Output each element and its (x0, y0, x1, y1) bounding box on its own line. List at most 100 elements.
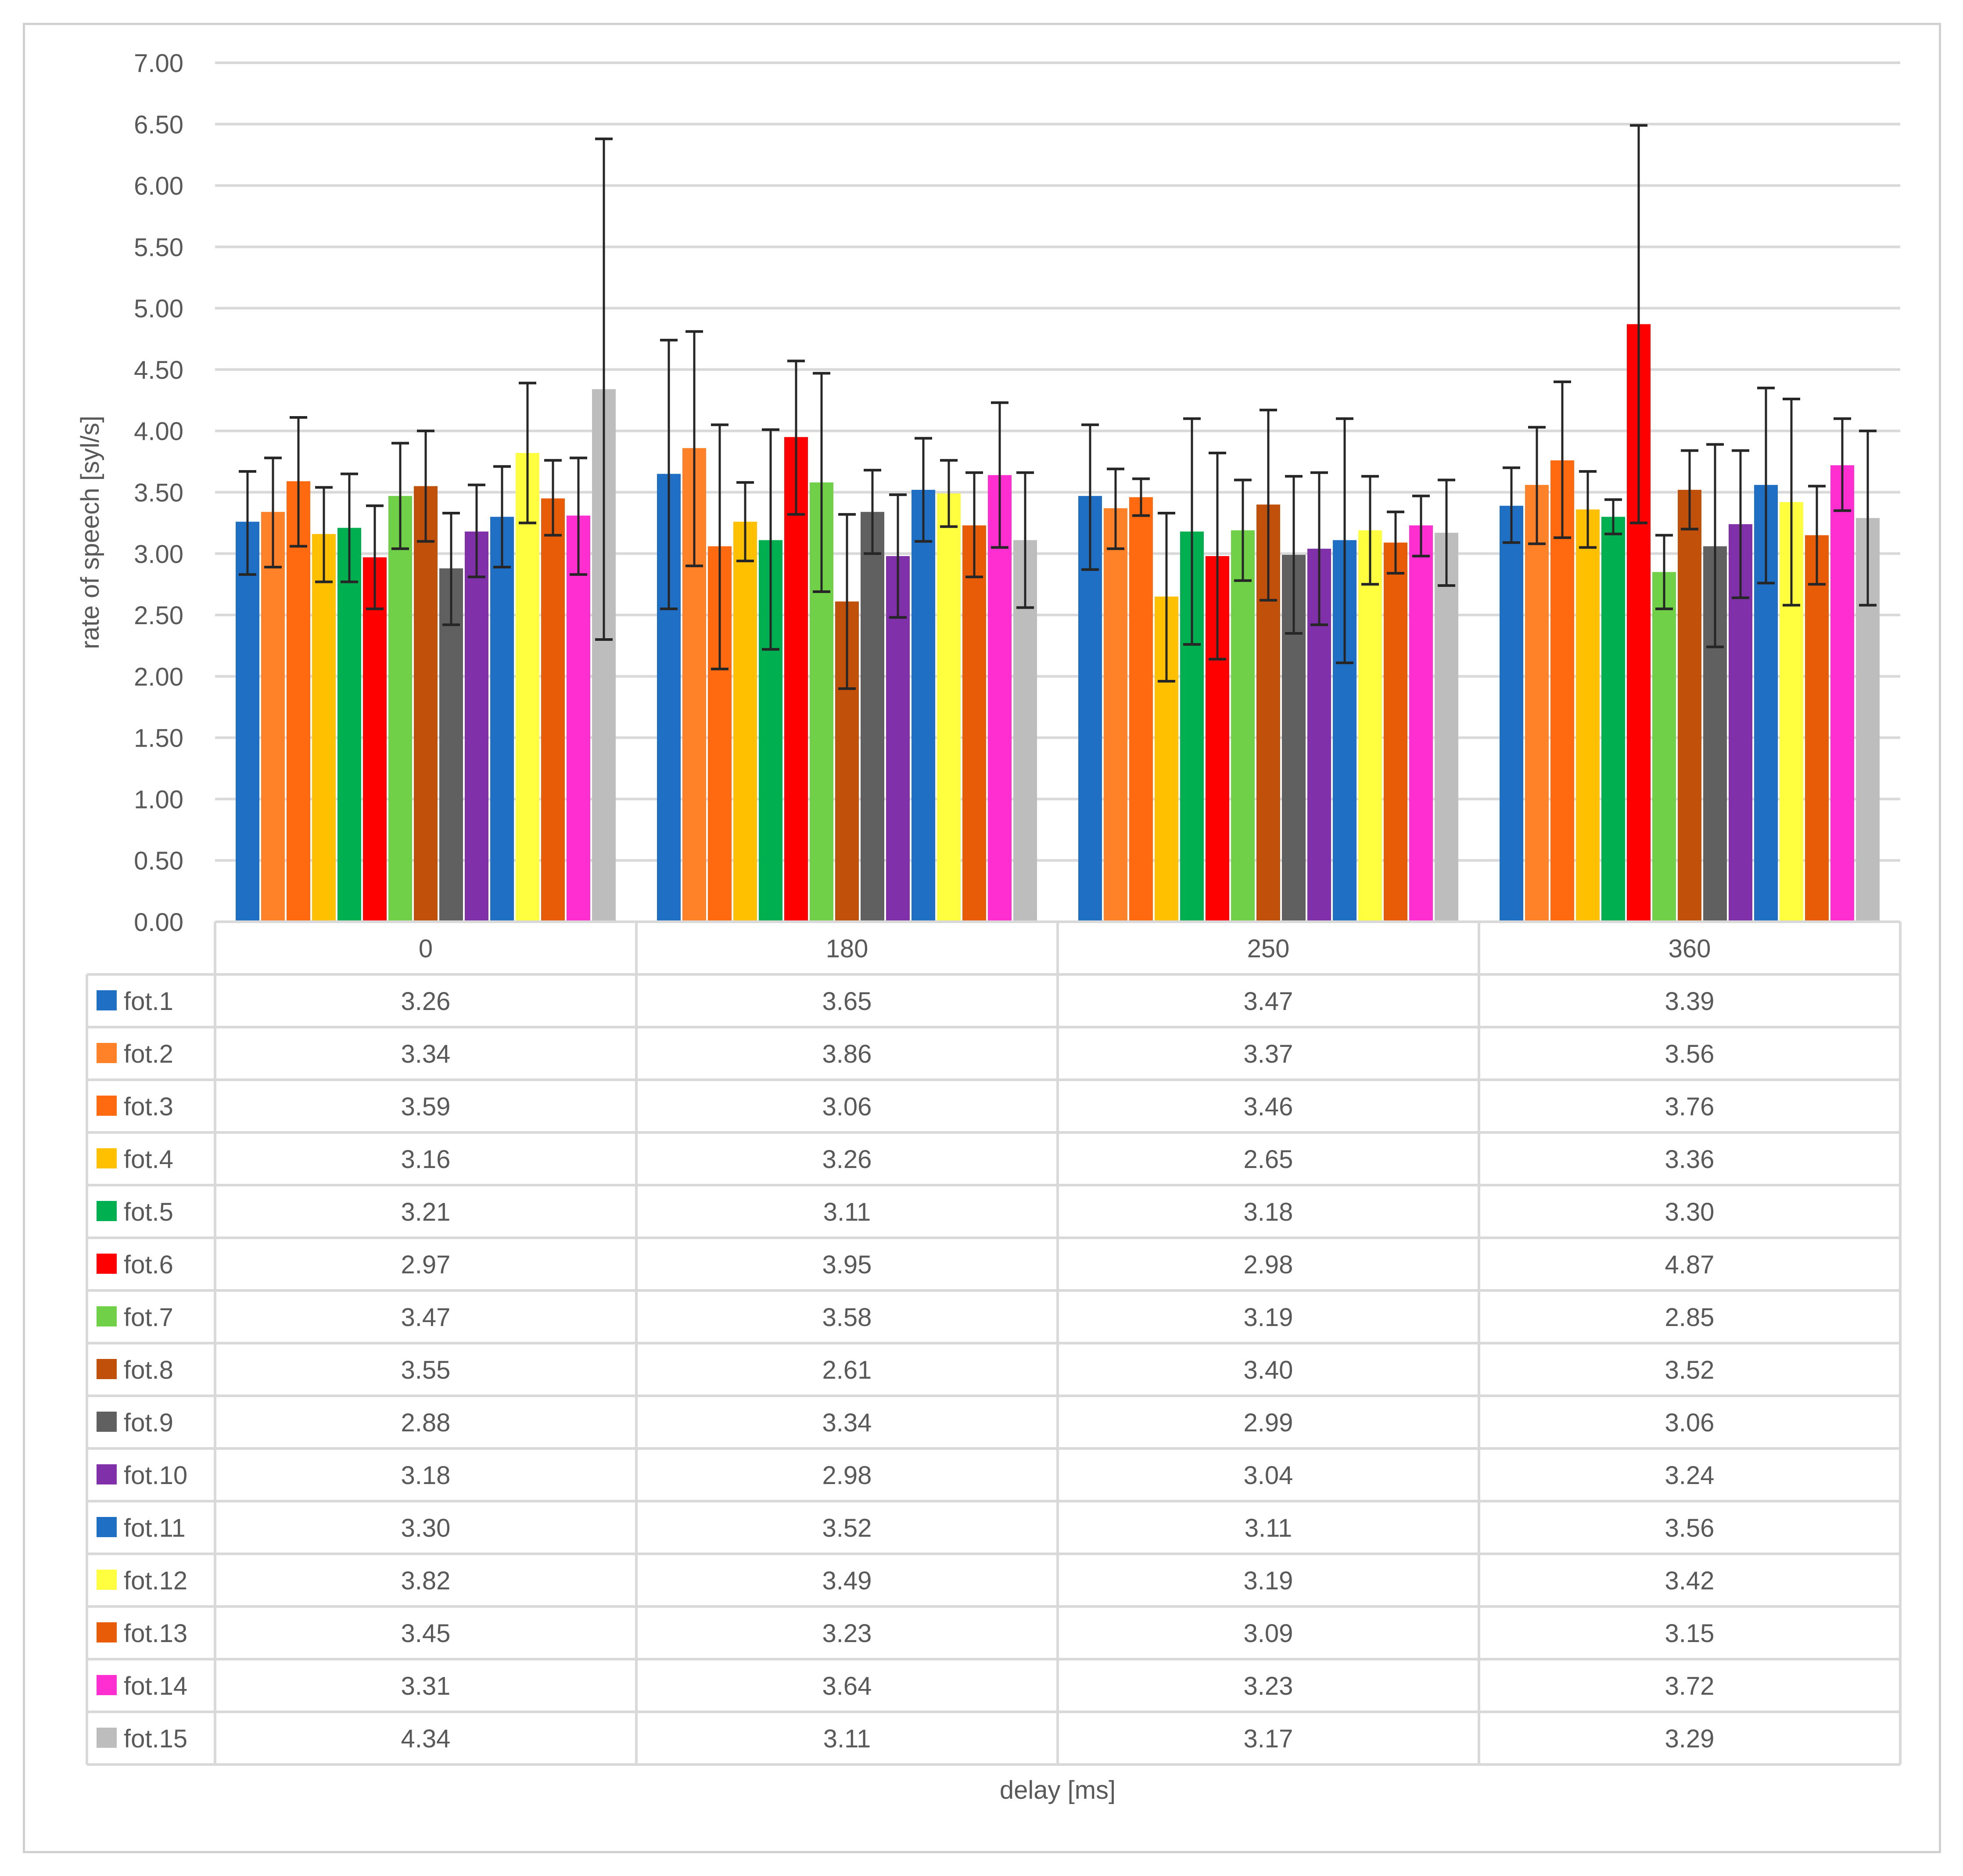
error-bar (570, 456, 587, 576)
data-label: 2.85 (1665, 1303, 1715, 1332)
data-label: 3.31 (401, 1672, 451, 1700)
data-label: 4.87 (1665, 1251, 1715, 1279)
category-label: 180 (826, 934, 868, 963)
error-bar (1604, 498, 1622, 535)
error-bar (442, 512, 460, 626)
y-tick-label: 4.00 (134, 417, 183, 446)
data-label: 4.34 (401, 1725, 451, 1753)
bar (1525, 485, 1549, 922)
error-bar (417, 429, 434, 543)
y-tick-label: 0.00 (134, 908, 183, 937)
data-label: 3.29 (1665, 1725, 1715, 1753)
bar (490, 517, 514, 922)
bar (414, 486, 438, 922)
bar (1435, 532, 1458, 922)
error-bar (1387, 510, 1404, 575)
bar (1104, 508, 1127, 922)
legend-label: fot.13 (124, 1619, 187, 1648)
data-label: 2.65 (1244, 1145, 1293, 1174)
error-bar (736, 481, 754, 563)
y-tick-label: 1.50 (134, 724, 183, 753)
error-bar (315, 486, 333, 583)
error-bar (1783, 398, 1800, 607)
data-label: 3.45 (401, 1619, 451, 1648)
error-bar (660, 338, 678, 611)
data-label: 3.11 (1245, 1514, 1292, 1542)
data-table: 0 180 250 360 fot.1 3.26 3.65 3.47 3.39 fot.2 3.34… (86, 920, 1902, 1766)
error-bar (1808, 485, 1826, 586)
bar (439, 568, 463, 922)
data-label: 3.15 (1665, 1619, 1715, 1648)
error-bar (1260, 409, 1277, 602)
legend-swatch (97, 1464, 117, 1484)
error-bar (813, 372, 830, 593)
data-label: 3.95 (822, 1251, 872, 1279)
error-bar (341, 472, 358, 583)
data-label: 2.88 (401, 1409, 451, 1437)
y-tick-label: 4.50 (134, 356, 183, 385)
data-label: 3.26 (401, 987, 451, 1016)
y-axis-title: rate of speech [syl/s] (76, 416, 104, 649)
error-bar (391, 442, 409, 550)
data-label: 3.47 (1244, 987, 1293, 1016)
error-bar (1310, 471, 1328, 626)
y-tick-label: 6.00 (134, 172, 183, 201)
category-label: 250 (1247, 934, 1290, 963)
bars (236, 324, 1880, 922)
legend-label: fot.9 (124, 1409, 173, 1437)
data-label: 3.49 (822, 1567, 872, 1595)
legend-swatch (97, 1096, 117, 1116)
data-label: 3.21 (401, 1198, 451, 1226)
y-tick-label: 1.00 (134, 785, 183, 814)
error-bar (1834, 417, 1851, 512)
legend-label: fot.11 (124, 1514, 186, 1542)
error-bar (1438, 478, 1455, 587)
bar (1830, 465, 1854, 922)
data-label: 2.61 (822, 1356, 872, 1384)
bar (516, 453, 539, 922)
error-bar (1554, 380, 1571, 539)
bar (988, 475, 1012, 922)
legend-swatch (97, 1306, 117, 1326)
legend-label: fot.4 (124, 1145, 173, 1174)
legend-label: fot.7 (124, 1303, 173, 1332)
error-bar (1655, 534, 1673, 611)
data-label: 3.06 (1665, 1409, 1715, 1437)
chart-frame (23, 23, 1941, 1853)
data-label: 3.40 (1244, 1356, 1293, 1384)
data-label: 3.56 (1665, 1514, 1715, 1542)
data-label: 3.30 (1665, 1198, 1715, 1226)
y-tick-label: 3.00 (134, 540, 183, 568)
legend-swatch (97, 1570, 117, 1590)
bar (861, 512, 884, 922)
legend-label: fot.1 (124, 987, 173, 1016)
bar (1358, 530, 1382, 922)
data-label: 2.99 (1244, 1409, 1293, 1437)
bar (1384, 543, 1407, 922)
error-bar (915, 437, 932, 543)
legend-label: fot.3 (124, 1093, 173, 1121)
data-label: 3.56 (1665, 1040, 1715, 1068)
data-label: 3.52 (1665, 1356, 1715, 1384)
data-label: 3.36 (1665, 1145, 1715, 1174)
data-label: 3.24 (1665, 1461, 1715, 1490)
y-tick-label: 3.50 (134, 479, 183, 507)
error-bar (838, 513, 856, 690)
legend-swatch (97, 1728, 117, 1748)
data-label: 3.65 (822, 987, 872, 1016)
error-bar (290, 416, 307, 548)
data-label: 3.72 (1665, 1672, 1715, 1700)
error-bar (1412, 494, 1430, 557)
bar (541, 498, 565, 922)
category-label: 360 (1669, 934, 1711, 963)
data-label: 2.97 (401, 1251, 451, 1279)
data-label: 3.76 (1665, 1093, 1715, 1121)
bar (1601, 517, 1625, 922)
error-bar (711, 423, 728, 671)
error-bar (1158, 512, 1175, 683)
legend-label: fot.8 (124, 1356, 173, 1384)
legend-swatch (97, 1254, 117, 1274)
legend-swatch (97, 1412, 117, 1432)
error-bars (239, 124, 1877, 690)
